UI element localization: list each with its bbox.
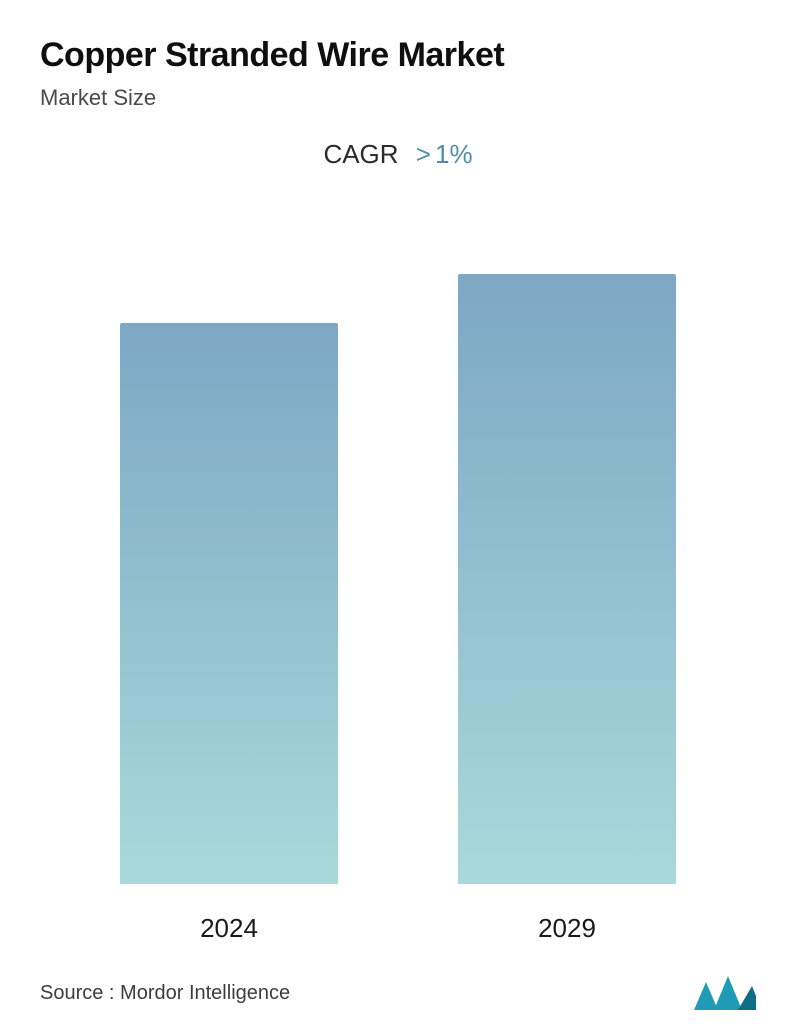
bar-2029 <box>458 274 676 884</box>
logo-shape-2 <box>714 976 742 1010</box>
bar-group <box>40 190 756 884</box>
logo-shape-1 <box>694 982 718 1010</box>
bar-2024 <box>120 323 338 884</box>
cagr-label: CAGR <box>323 139 398 169</box>
bar-chart: 2024 2029 <box>40 190 756 944</box>
x-label-1: 2029 <box>458 913 676 944</box>
chart-title: Copper Stranded Wire Market <box>40 36 756 75</box>
market-summary-card: Copper Stranded Wire Market Market Size … <box>0 0 796 1034</box>
brand-logo-icon <box>694 976 756 1010</box>
x-axis-labels: 2024 2029 <box>40 913 756 944</box>
cagr-operator: > <box>416 139 431 169</box>
chart-subtitle: Market Size <box>40 85 756 111</box>
x-label-0: 2024 <box>120 913 338 944</box>
logo-shape-3 <box>738 986 756 1010</box>
cagr-row: CAGR >1% <box>40 139 756 170</box>
card-footer: Source : Mordor Intelligence <box>40 972 756 1010</box>
source-text: Source : Mordor Intelligence <box>40 982 290 1005</box>
cagr-value: 1% <box>435 139 473 169</box>
